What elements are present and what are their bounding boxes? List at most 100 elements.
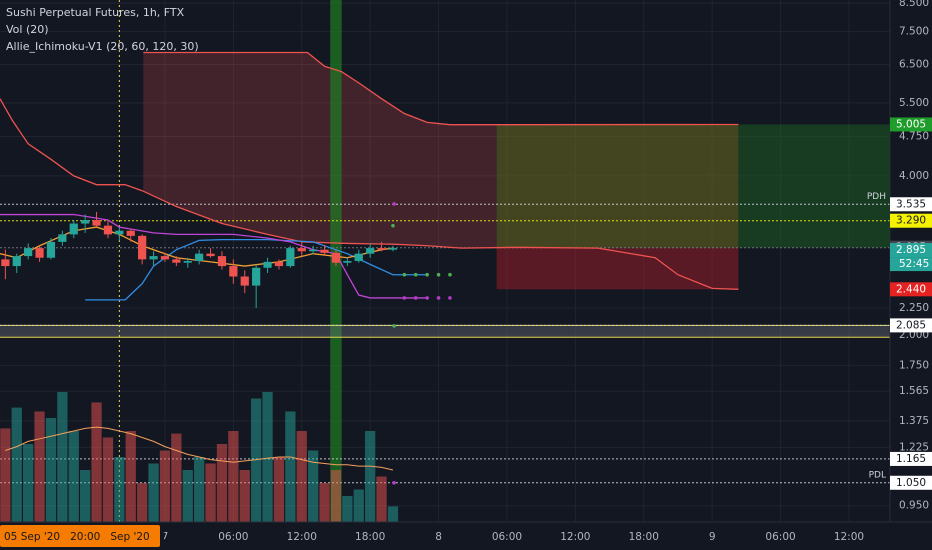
price-label-box xyxy=(890,243,932,258)
price-label: 2.895 xyxy=(896,244,926,256)
signal-dot xyxy=(402,296,407,300)
volume-bar xyxy=(68,431,79,522)
y-tick-label: 1.225 xyxy=(899,441,929,453)
volume-bar xyxy=(285,411,296,522)
volume-bar xyxy=(102,437,114,522)
candle-body xyxy=(69,223,78,235)
volume-bar xyxy=(137,483,148,522)
signal-dot xyxy=(436,272,441,277)
position-profit xyxy=(496,124,739,248)
volume-bar xyxy=(159,450,171,522)
x-tick-label: 8 xyxy=(435,531,442,543)
candle-body xyxy=(297,248,306,252)
y-tick-label: 7.500 xyxy=(899,26,929,38)
signal-dot xyxy=(448,296,452,300)
volume-bar xyxy=(80,470,91,522)
price-label-box xyxy=(890,117,932,132)
candle-body xyxy=(309,249,318,252)
candle-body xyxy=(320,249,329,253)
volume-ma xyxy=(5,426,394,471)
indicator-label: Allie_Ichimoku-V1 (20, 60, 120, 30) xyxy=(6,40,199,53)
volume-bar xyxy=(251,398,262,522)
x-tick-label: 06:00 xyxy=(218,531,248,543)
volume-bar xyxy=(228,431,239,522)
candle-body xyxy=(1,259,10,267)
candle-body xyxy=(354,253,363,262)
volume-bar xyxy=(45,418,57,522)
y-tick-label: 5.500 xyxy=(899,97,929,109)
indicator-line xyxy=(0,213,428,299)
crosshair-time-label: 05 Sep '20 20:00 Sep '20 20:00 xyxy=(4,531,190,543)
candle-body xyxy=(217,256,227,267)
signal-marker xyxy=(392,202,396,206)
candle-body xyxy=(240,276,249,286)
candle-body xyxy=(388,248,398,250)
volume-bar xyxy=(308,450,319,522)
volume-bar xyxy=(125,431,136,522)
signal-dot xyxy=(425,272,429,277)
x-tick-label: 06:00 xyxy=(765,531,795,543)
indicator-label: Vol (20) xyxy=(6,23,49,36)
indicator-line xyxy=(85,238,428,301)
candle-body xyxy=(103,225,113,235)
signal-dot xyxy=(425,296,429,300)
countdown-box xyxy=(890,257,932,272)
support-zone xyxy=(0,325,890,338)
volume-bar xyxy=(171,433,182,522)
x-tick-label: 18:00 xyxy=(355,531,385,543)
volume-bar xyxy=(148,463,159,522)
signal-marker xyxy=(391,223,395,228)
volume-bar xyxy=(11,407,22,522)
countdown-label: 52:45 xyxy=(899,258,929,270)
candle-body xyxy=(58,234,67,242)
price-label: 1.050 xyxy=(896,477,926,489)
chart-title: Sushi Perpetual Futures, 1h, FTX xyxy=(6,6,185,19)
signal-marker xyxy=(392,324,396,328)
x-tick-label: 12:00 xyxy=(834,531,864,543)
price-label-box xyxy=(890,451,932,466)
y-tick-label: 1.750 xyxy=(899,360,929,372)
cloud-top-line xyxy=(143,51,739,126)
candle-body xyxy=(263,261,272,268)
y-tick-label: 1.565 xyxy=(899,385,929,397)
x-tick-label: 9 xyxy=(709,531,716,543)
candle-body xyxy=(24,248,33,257)
volume-bar xyxy=(319,483,330,522)
candle-body xyxy=(286,248,295,267)
candle-body xyxy=(160,256,170,260)
crosshair-time-box xyxy=(0,525,160,547)
volume-bar xyxy=(57,392,68,522)
signal-marker xyxy=(392,480,396,485)
x-tick-label: 06:00 xyxy=(492,531,522,543)
candle-body xyxy=(81,220,90,224)
candle-body xyxy=(92,220,101,226)
signal-dot xyxy=(436,296,441,300)
volume-bar xyxy=(194,457,205,522)
y-tick-label: 4.000 xyxy=(899,170,929,182)
candle-body xyxy=(46,241,56,258)
volume-bar xyxy=(182,470,193,522)
volume-bar xyxy=(205,463,216,522)
candle-body xyxy=(172,259,181,263)
signal-dot xyxy=(402,272,407,277)
candle-body xyxy=(138,235,147,260)
position-loss xyxy=(496,247,739,290)
volume-bar xyxy=(91,402,102,522)
candle-body xyxy=(252,267,261,286)
level-name: PDH xyxy=(867,192,886,202)
price-label-box xyxy=(890,282,932,297)
y-tick-label: 0.950 xyxy=(899,500,929,512)
volume-bar xyxy=(273,457,285,522)
price-label-box xyxy=(890,318,932,333)
y-tick-label: 8.500 xyxy=(899,0,929,9)
volume-bar xyxy=(239,470,250,522)
price-label: 2.085 xyxy=(896,319,926,331)
candle-body xyxy=(366,248,375,254)
volume-bar xyxy=(387,506,399,522)
candle-body xyxy=(229,266,238,277)
price-label: 1.165 xyxy=(896,453,926,465)
candle-body xyxy=(35,248,44,258)
cloud-bottom-line xyxy=(0,98,739,290)
price-label: 3.535 xyxy=(896,198,926,210)
